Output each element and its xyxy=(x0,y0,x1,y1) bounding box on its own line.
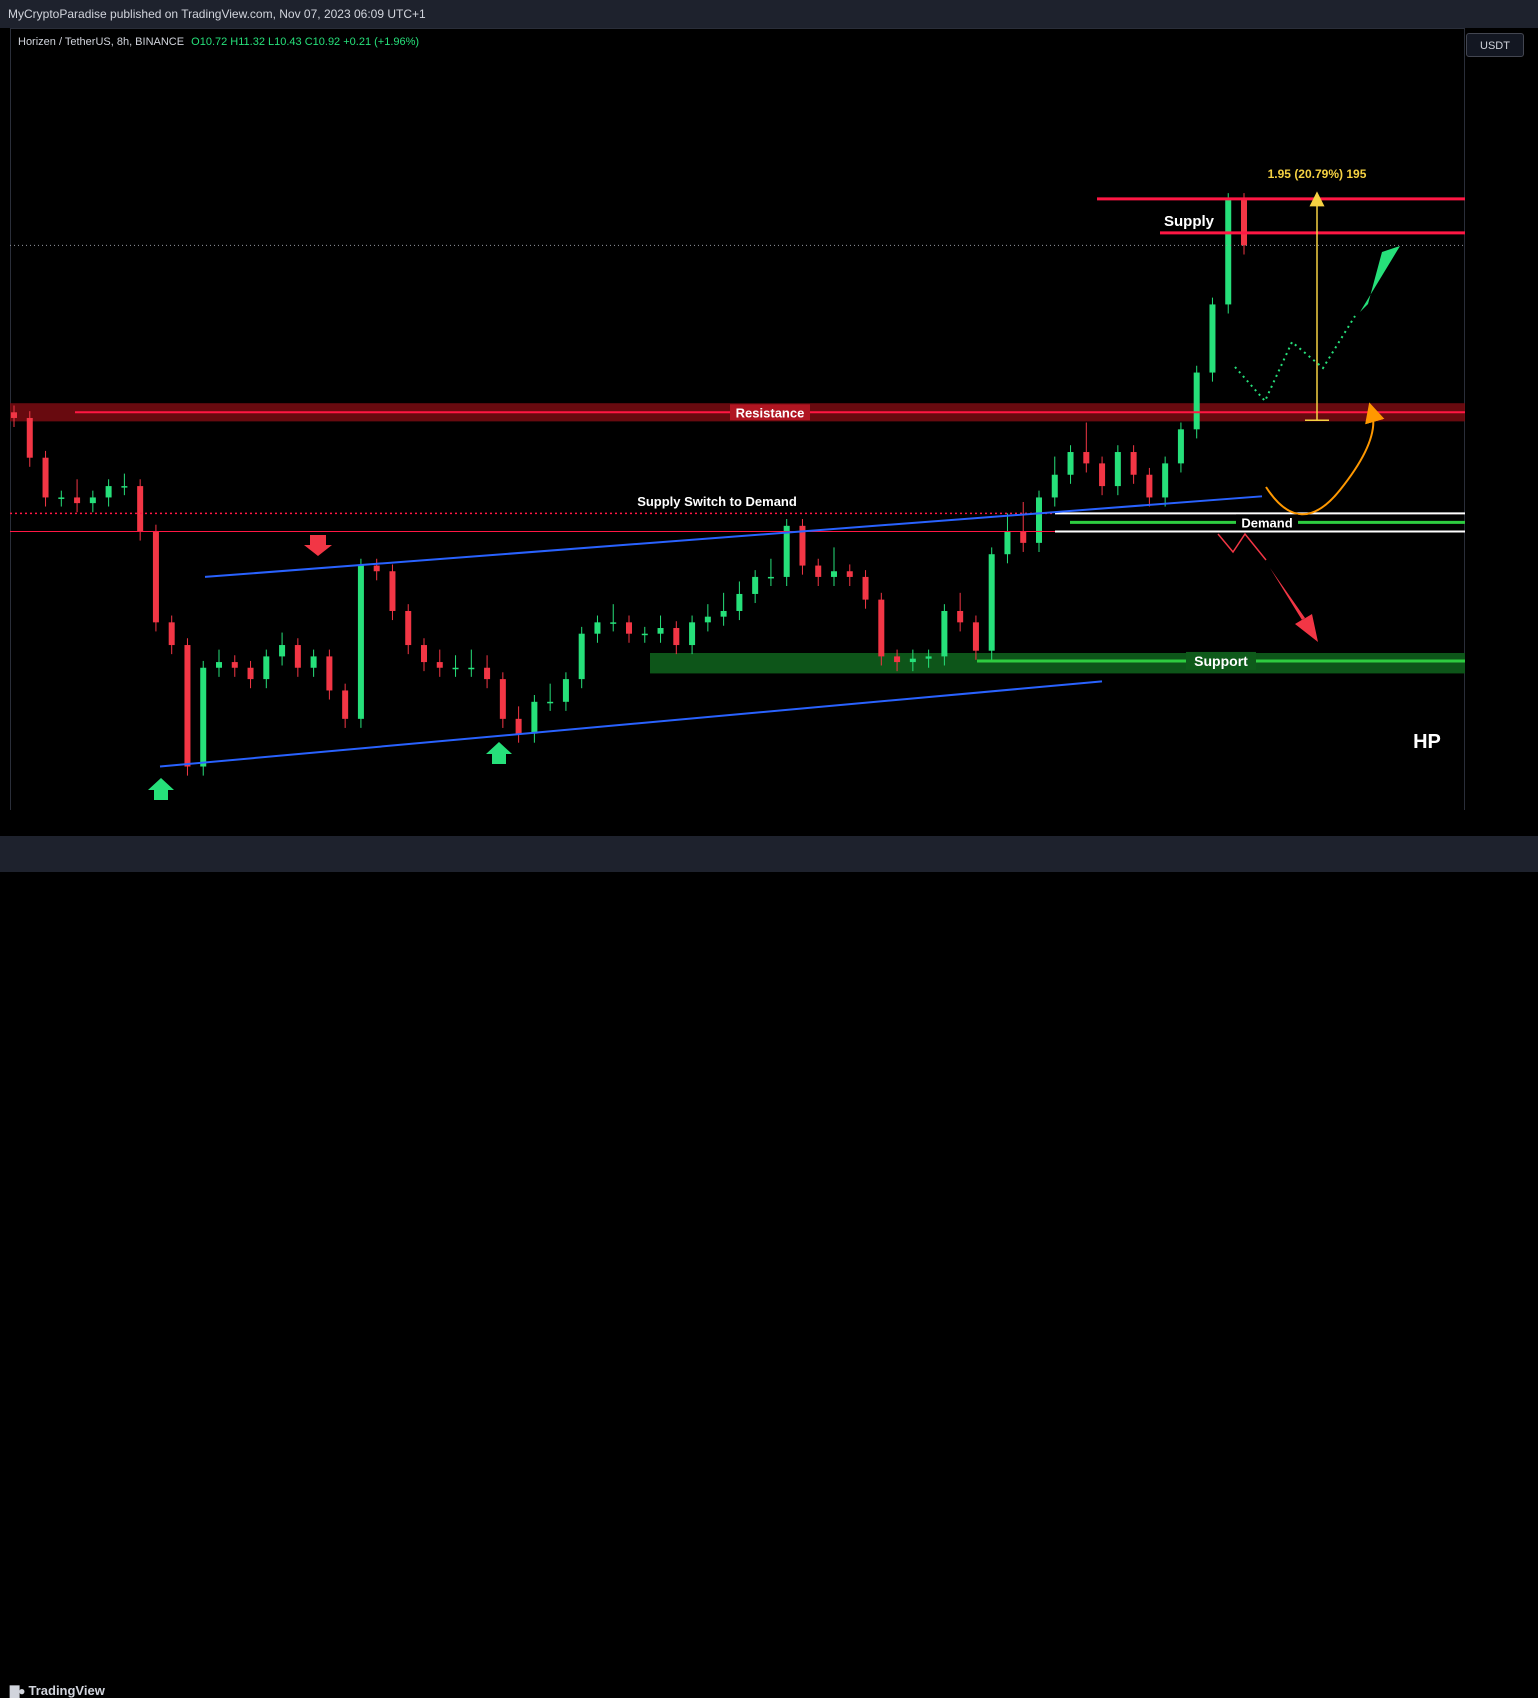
publish-header: MyCryptoParadise published on TradingVie… xyxy=(0,0,1538,28)
tradingview-logo-icon: ▇● xyxy=(10,1684,26,1698)
footer-bar: ▇● TradingView xyxy=(0,836,1538,1698)
symbol-info: Horizen / TetherUS, 8h, BINANCE O10.72 H… xyxy=(18,36,419,48)
currency-button[interactable]: USDT xyxy=(1466,33,1524,57)
chart-area[interactable] xyxy=(10,28,1465,836)
tradingview-brand-text: TradingView xyxy=(28,1683,105,1698)
price-axis[interactable] xyxy=(1465,28,1538,836)
ohlc-values: O10.72 H11.32 L10.43 C10.92 xyxy=(191,36,341,48)
price-change: +0.21 (+1.96%) xyxy=(343,36,420,48)
time-axis[interactable] xyxy=(10,810,1465,836)
publish-info-text: MyCryptoParadise published on TradingVie… xyxy=(8,7,426,21)
tradingview-logo[interactable]: ▇● TradingView xyxy=(10,1683,105,1698)
symbol-pair[interactable]: Horizen / TetherUS, 8h, BINANCE xyxy=(18,36,185,48)
